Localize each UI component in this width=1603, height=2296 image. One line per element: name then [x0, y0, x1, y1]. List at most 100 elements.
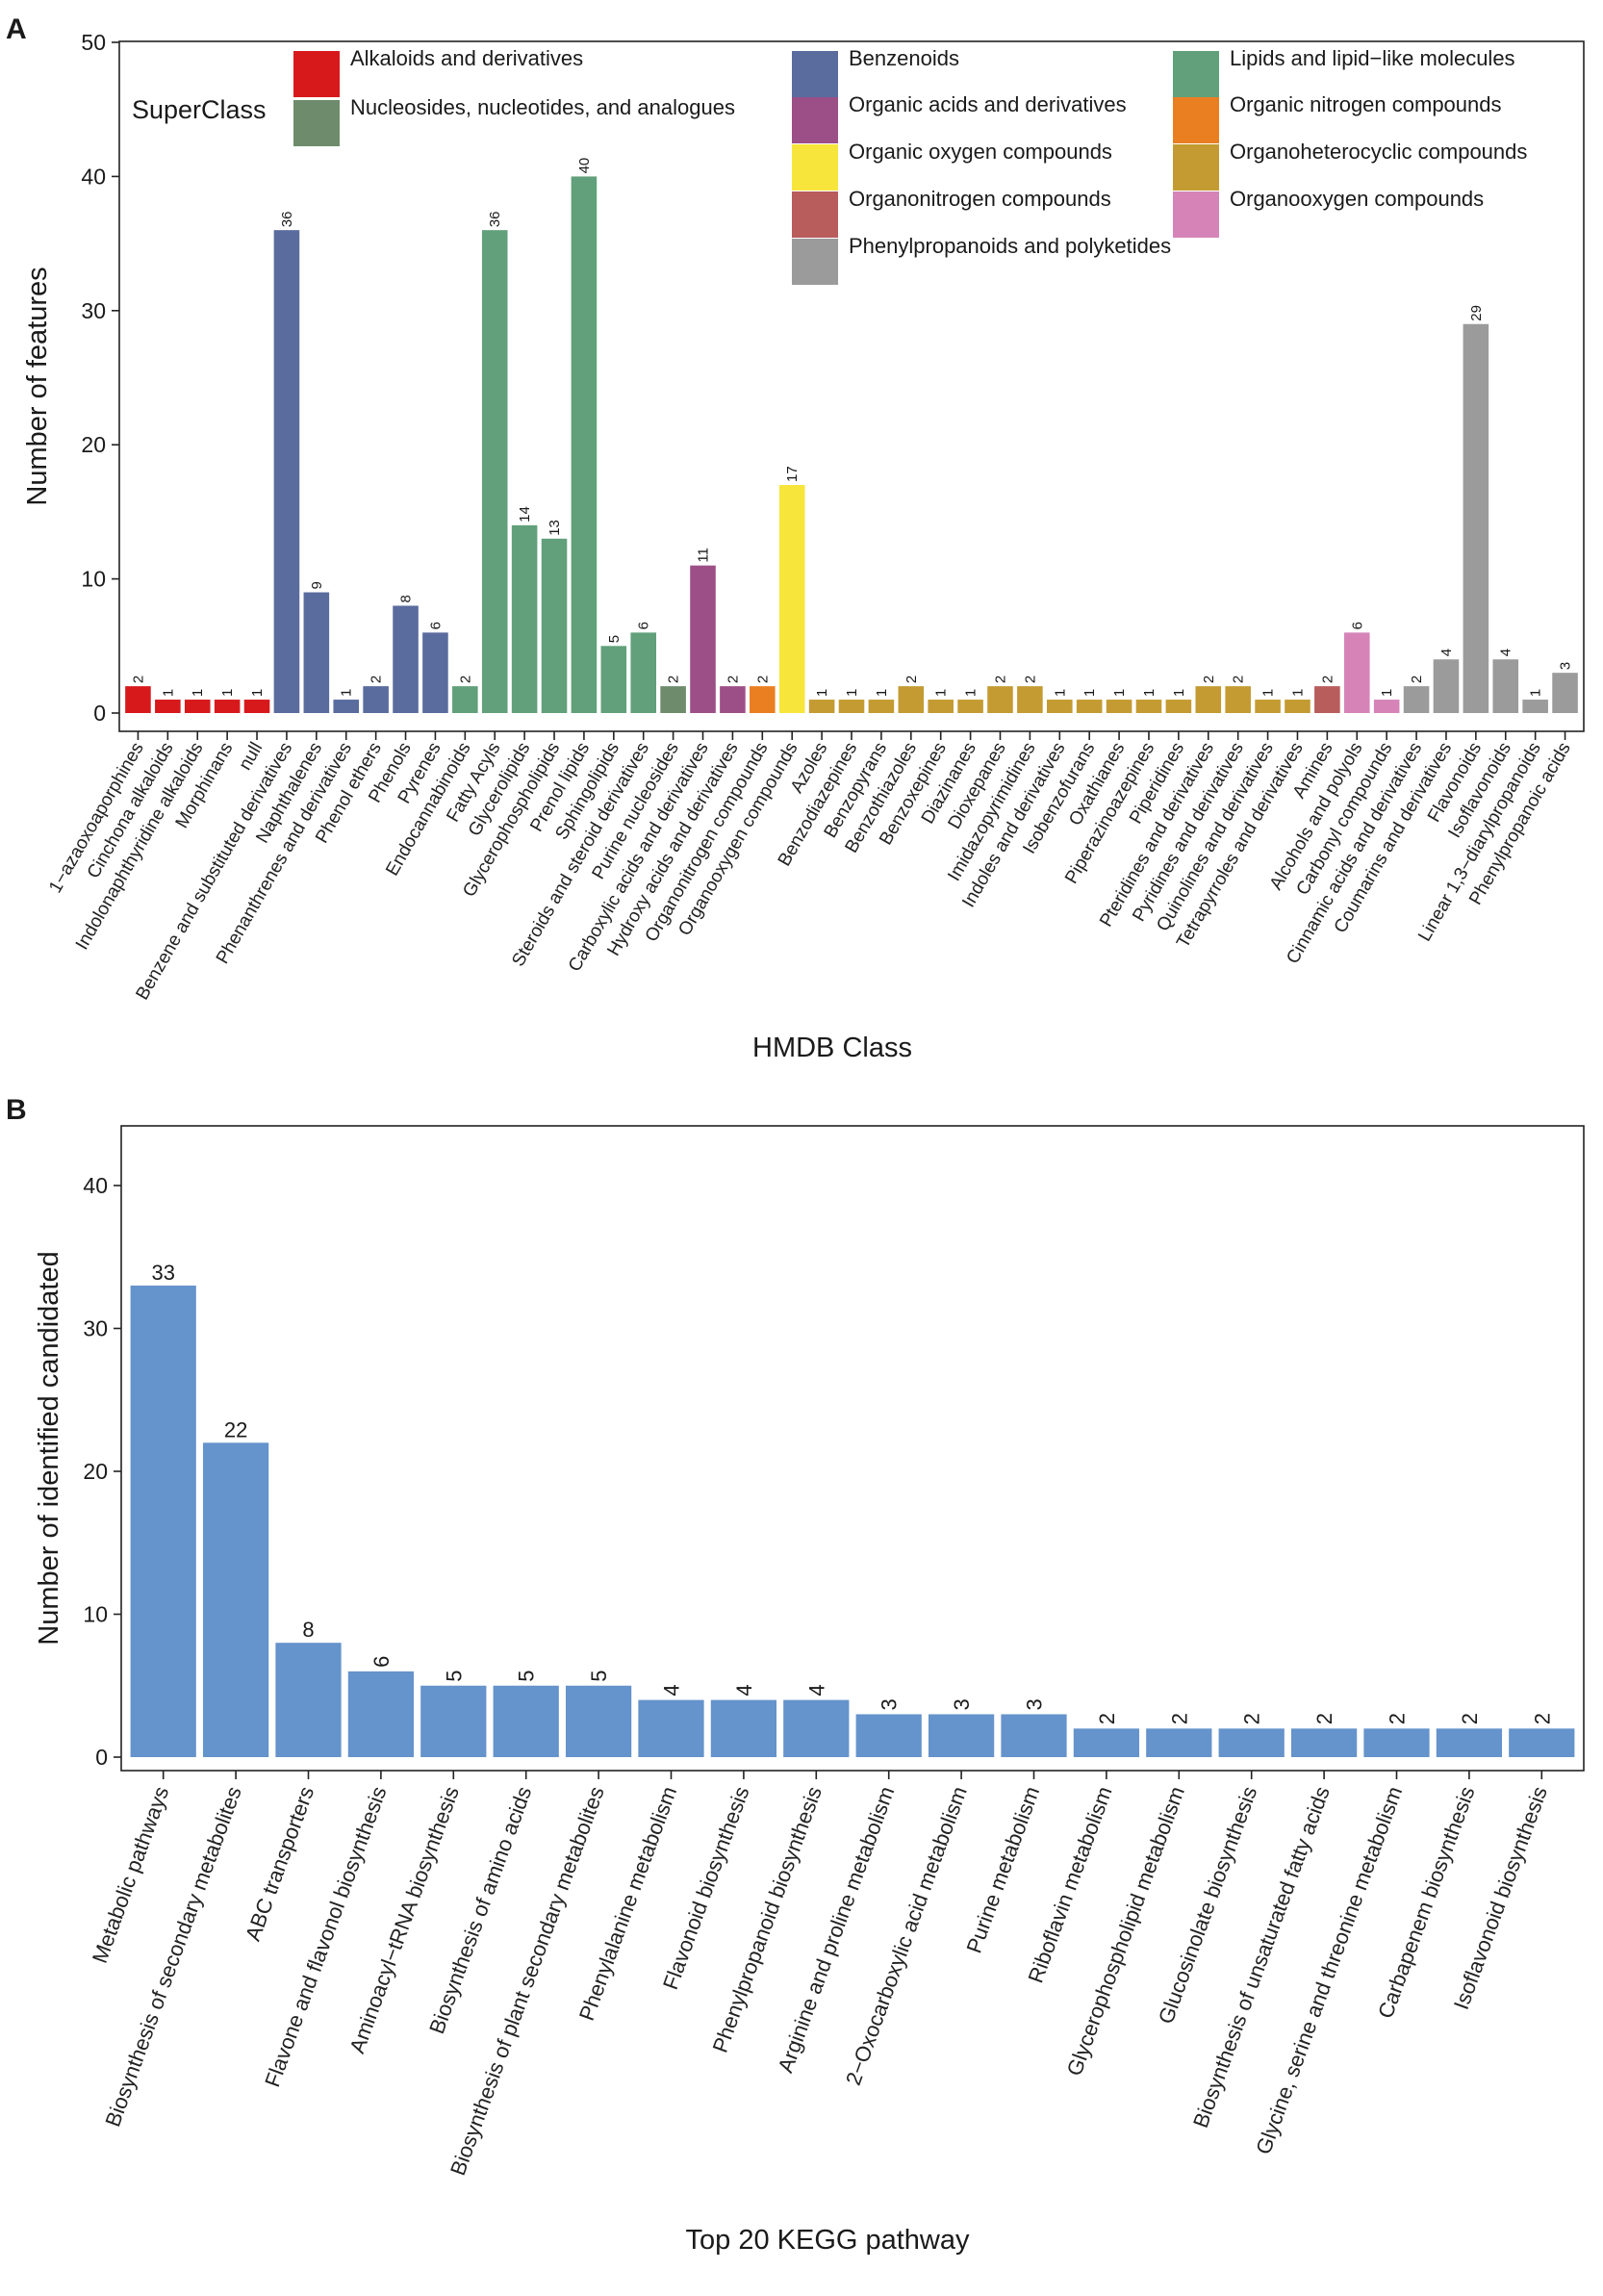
bar-value-label: 1	[1260, 689, 1277, 697]
bar-value-label: 33	[151, 1261, 174, 1285]
y-tick-label: 20	[81, 432, 106, 457]
bar	[273, 230, 300, 713]
bar-value-label: 5	[606, 635, 623, 643]
legend-swatch	[1173, 144, 1219, 191]
bar-value-label: 1	[249, 689, 266, 697]
panel-a-tag: A	[6, 13, 27, 45]
bar	[690, 565, 716, 713]
bar-value-label: 6	[636, 622, 652, 629]
bar	[420, 1685, 487, 1757]
bar-value-label: 2	[903, 676, 920, 683]
bar	[1285, 700, 1310, 713]
y-tick-label: 0	[95, 1745, 108, 1770]
bar-value-label: 4	[660, 1684, 684, 1696]
bar	[541, 538, 568, 713]
bar	[214, 700, 241, 713]
bar	[184, 700, 211, 713]
panel-b-tag: B	[6, 1094, 27, 1126]
bar	[1255, 700, 1281, 713]
bar-value-label: 40	[576, 158, 593, 174]
bar	[1463, 323, 1489, 713]
bar	[898, 686, 925, 713]
bar-value-label: 1	[1141, 689, 1158, 697]
bar-value-label: 1	[190, 689, 206, 697]
bar	[275, 1643, 342, 1757]
bar	[1001, 1714, 1067, 1757]
bar	[1135, 700, 1162, 713]
bar-value-label: 2	[457, 676, 473, 683]
bar	[838, 700, 865, 713]
bar-value-label: 2	[130, 676, 146, 683]
bar	[481, 230, 508, 713]
bar-value-label: 6	[1349, 622, 1365, 629]
bar-value-label: 6	[427, 622, 444, 629]
x-axis-title: HMDB Class	[752, 1033, 912, 1063]
bar	[957, 700, 983, 713]
bar-value-label: 1	[219, 689, 236, 697]
legend-label: Organonitrogen compounds	[849, 187, 1111, 211]
bar-value-label: 2	[1022, 676, 1038, 683]
bar-value-label: 2	[1312, 1713, 1336, 1724]
bar	[868, 700, 895, 713]
y-axis-title: Number of identified candidated	[34, 1251, 64, 1645]
bar-value-label: 6	[369, 1656, 394, 1668]
bar	[493, 1685, 559, 1757]
legend-title: SuperClass	[132, 95, 267, 124]
bar-value-label: 1	[844, 689, 860, 697]
bar-value-label: 2	[369, 676, 385, 683]
bar	[1492, 659, 1519, 713]
bar-value-label: 2	[1458, 1713, 1482, 1724]
bar	[1433, 659, 1460, 713]
bar-value-label: 2	[1201, 676, 1217, 683]
bar-value-label: 3	[878, 1698, 902, 1710]
bar-value-label: 5	[442, 1671, 466, 1682]
y-tick-label: 50	[81, 30, 106, 55]
bar	[638, 1699, 704, 1757]
bar	[778, 485, 805, 713]
bar-value-label: 1	[963, 689, 980, 697]
bar	[130, 1285, 196, 1757]
bar	[783, 1699, 850, 1757]
bar-value-label: 1	[160, 689, 176, 697]
bar-value-label: 1	[1081, 689, 1098, 697]
bar-value-label: 2	[1530, 1713, 1554, 1724]
bar-value-label: 22	[224, 1417, 247, 1441]
bar	[630, 632, 657, 713]
bar	[855, 1714, 922, 1757]
bar	[987, 686, 1013, 713]
legend-label: Organoheterocyclic compounds	[1230, 140, 1527, 164]
bar-value-label: 8	[398, 595, 415, 602]
bar-value-label: 11	[696, 548, 712, 563]
bar	[422, 632, 448, 713]
bar	[1195, 686, 1222, 713]
legend-swatch	[293, 51, 340, 97]
legend-swatch	[1173, 191, 1219, 238]
bar	[393, 605, 419, 713]
y-tick-label: 0	[93, 701, 106, 726]
bar	[1522, 700, 1548, 713]
bar	[565, 1685, 632, 1757]
bar	[1106, 700, 1132, 713]
bar-value-label: 3	[950, 1698, 974, 1710]
bar-value-label: 36	[487, 211, 503, 227]
legend-label: Organic acids and derivatives	[849, 92, 1127, 116]
bar	[1146, 1728, 1212, 1757]
bar-value-label: 1	[339, 689, 355, 697]
bar-value-label: 1	[814, 689, 830, 697]
bar	[1552, 673, 1578, 713]
bar	[1218, 1728, 1285, 1757]
bar-value-label: 14	[517, 506, 533, 523]
legend-label: Organooxygen compounds	[1230, 187, 1484, 211]
bar-value-label: 8	[302, 1618, 314, 1642]
bar	[1436, 1728, 1503, 1757]
legend-label: Alkaloids and derivatives	[350, 46, 583, 70]
bar	[363, 686, 389, 713]
bar	[1046, 700, 1073, 713]
legend-label: Benzenoids	[849, 46, 959, 70]
bar-value-label: 4	[1498, 649, 1514, 656]
bar-value-label: 2	[725, 676, 741, 683]
bar-value-label: 29	[1468, 305, 1485, 321]
legend-label: Organic oxygen compounds	[849, 140, 1112, 164]
legend-swatch	[792, 97, 838, 143]
